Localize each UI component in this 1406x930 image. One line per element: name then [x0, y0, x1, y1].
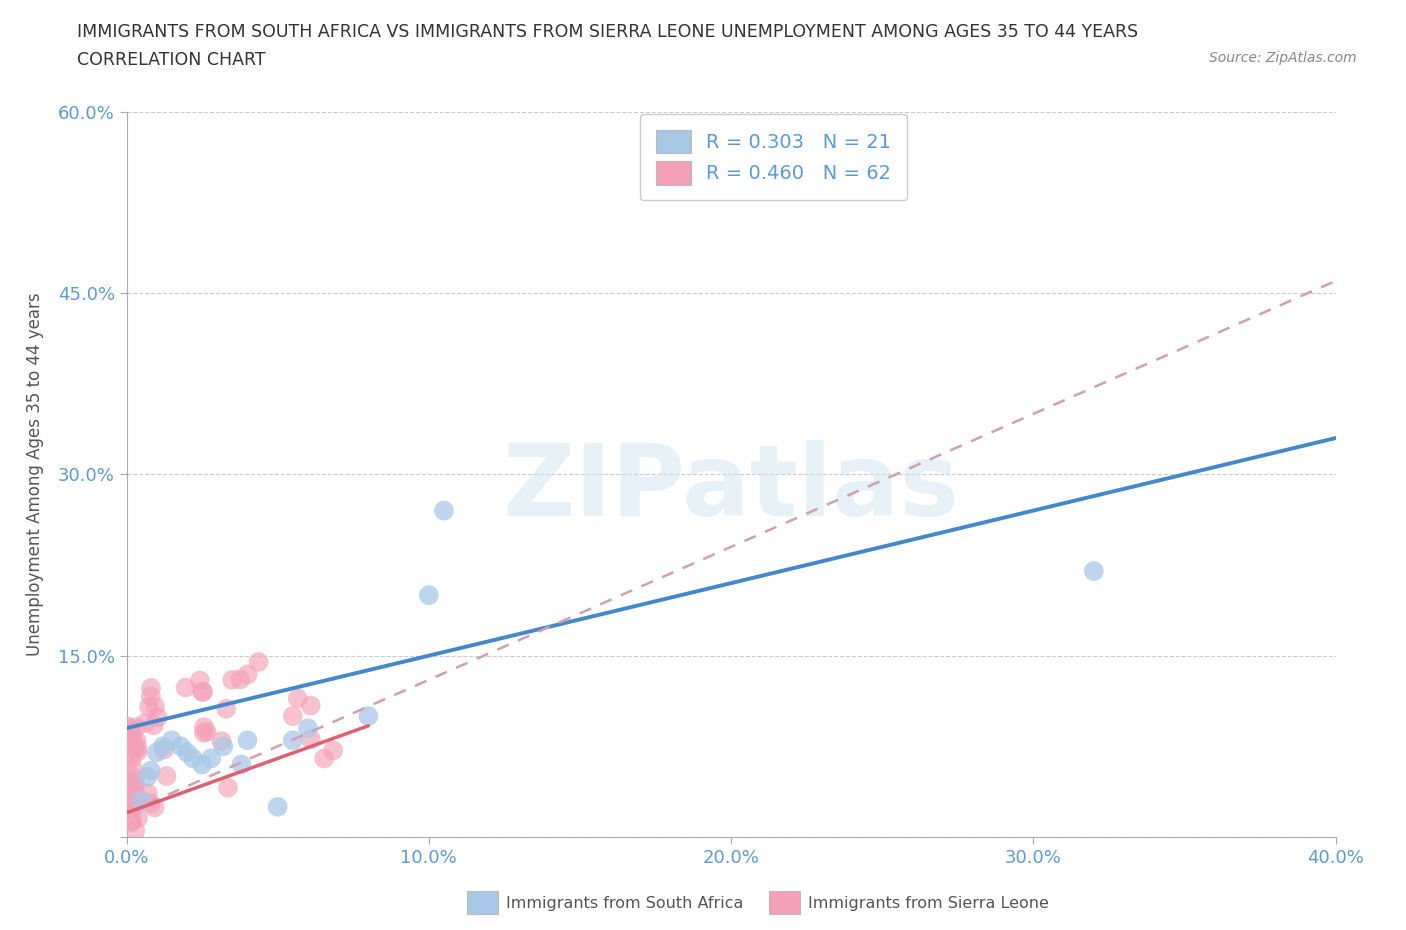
- Legend: R = 0.303   N = 21, R = 0.460   N = 62: R = 0.303 N = 21, R = 0.460 N = 62: [640, 114, 907, 200]
- Point: [195, 724, 218, 739]
- Point: [124, 776, 146, 790]
- Text: IMMIGRANTS FROM SOUTH AFRICA VS IMMIGRANTS FROM SIERRA LEONE UNEMPLOYMENT AMONG : IMMIGRANTS FROM SOUTH AFRICA VS IMMIGRAN…: [77, 23, 1139, 41]
- Point: [211, 734, 233, 749]
- Point: [297, 721, 319, 736]
- Point: [118, 782, 141, 797]
- Point: [124, 740, 146, 755]
- Point: [117, 719, 139, 734]
- Point: [236, 667, 259, 682]
- Point: [217, 780, 239, 795]
- Point: [131, 793, 153, 808]
- Point: [152, 738, 174, 753]
- Point: [153, 742, 176, 757]
- Point: [138, 699, 160, 714]
- Point: [127, 744, 149, 759]
- Point: [231, 757, 253, 772]
- Point: [193, 720, 215, 735]
- Point: [170, 738, 193, 753]
- Point: [299, 732, 322, 747]
- Point: [117, 738, 139, 753]
- Point: [136, 769, 159, 784]
- Point: [118, 777, 141, 791]
- Point: [127, 740, 149, 755]
- Text: ZIPatlas: ZIPatlas: [503, 440, 959, 538]
- Point: [117, 794, 139, 809]
- Point: [127, 811, 149, 826]
- Point: [139, 681, 162, 696]
- Point: [1083, 564, 1105, 578]
- Y-axis label: Unemployment Among Ages 35 to 44 years: Unemployment Among Ages 35 to 44 years: [25, 293, 44, 656]
- Text: Immigrants from South Africa: Immigrants from South Africa: [506, 897, 744, 911]
- Point: [121, 803, 143, 817]
- Point: [117, 750, 139, 764]
- Point: [124, 823, 146, 838]
- Point: [143, 800, 166, 815]
- Point: [139, 763, 162, 777]
- Point: [221, 672, 243, 687]
- Point: [121, 732, 143, 747]
- Point: [142, 718, 165, 733]
- Point: [188, 673, 211, 688]
- Point: [236, 733, 259, 748]
- Point: [299, 698, 322, 713]
- Text: Source: ZipAtlas.com: Source: ZipAtlas.com: [1209, 51, 1357, 65]
- Point: [136, 786, 159, 801]
- Point: [174, 680, 197, 695]
- Point: [314, 751, 336, 766]
- Point: [127, 790, 149, 805]
- Point: [433, 503, 456, 518]
- Point: [191, 757, 214, 772]
- Point: [121, 814, 143, 829]
- Point: [160, 733, 183, 748]
- Point: [181, 751, 204, 766]
- Point: [229, 672, 252, 687]
- Point: [127, 794, 149, 809]
- Point: [281, 733, 304, 748]
- Point: [200, 751, 222, 766]
- Point: [193, 725, 215, 740]
- Point: [357, 709, 380, 724]
- Text: Immigrants from Sierra Leone: Immigrants from Sierra Leone: [808, 897, 1049, 911]
- Point: [155, 768, 177, 783]
- Point: [418, 588, 440, 603]
- Point: [122, 795, 145, 810]
- Point: [125, 733, 148, 748]
- Point: [191, 684, 214, 699]
- Point: [118, 774, 141, 789]
- Point: [176, 745, 198, 760]
- Point: [215, 701, 238, 716]
- Point: [322, 743, 344, 758]
- Point: [287, 691, 309, 706]
- Point: [134, 715, 156, 730]
- Point: [267, 800, 290, 815]
- Point: [124, 777, 146, 791]
- Point: [118, 721, 141, 736]
- Point: [247, 655, 270, 670]
- Point: [122, 778, 145, 793]
- Point: [143, 699, 166, 714]
- Point: [281, 709, 304, 724]
- Point: [122, 769, 145, 784]
- Point: [191, 684, 214, 699]
- Point: [122, 762, 145, 777]
- Point: [121, 751, 143, 766]
- Point: [121, 727, 143, 742]
- Point: [212, 738, 235, 753]
- Point: [146, 745, 169, 760]
- Point: [120, 815, 142, 830]
- Point: [139, 796, 162, 811]
- Point: [146, 710, 169, 724]
- Text: CORRELATION CHART: CORRELATION CHART: [77, 51, 266, 69]
- Point: [125, 720, 148, 735]
- Point: [115, 792, 138, 807]
- Point: [139, 689, 162, 704]
